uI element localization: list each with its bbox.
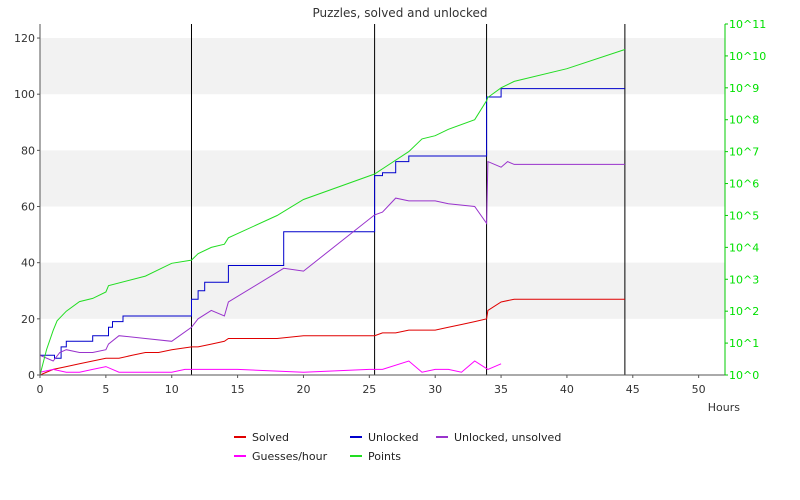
y-tick-label: 20 xyxy=(21,313,35,326)
y-tick-label: 40 xyxy=(21,257,35,270)
y2-tick-label: 10^1 xyxy=(729,337,759,350)
y2-tick-label: 10^9 xyxy=(729,82,759,95)
legend-item: Unlocked xyxy=(350,429,419,445)
legend-label: Solved xyxy=(252,430,290,444)
legend-swatch xyxy=(350,436,362,438)
legend-label: Unlocked, unsolved xyxy=(454,430,562,444)
series-line xyxy=(39,160,625,362)
x-tick-label: 45 xyxy=(626,383,640,396)
series-line xyxy=(40,88,625,359)
legend-item: Unlocked, unsolved xyxy=(436,429,561,445)
legend-label: Guesses/hour xyxy=(252,449,328,463)
y2-tick-label: 10^10 xyxy=(729,50,766,63)
legend-swatch xyxy=(350,455,362,457)
y2-tick-label: 10^8 xyxy=(729,114,759,127)
x-tick-label: 0 xyxy=(37,383,44,396)
series-line xyxy=(39,49,626,376)
legend-swatch xyxy=(234,436,246,438)
grid-band xyxy=(40,262,725,319)
series-line xyxy=(39,298,625,376)
y-tick-label: 120 xyxy=(14,32,35,45)
legend-swatch xyxy=(436,436,448,438)
y2-tick-label: 10^0 xyxy=(729,369,759,382)
y-tick-label: 100 xyxy=(14,88,35,101)
y-tick-label: 60 xyxy=(21,201,35,214)
legend-item: Points xyxy=(350,448,401,464)
x-tick-label: 40 xyxy=(560,383,574,396)
x-tick-label: 25 xyxy=(362,383,376,396)
x-tick-label: 20 xyxy=(296,383,310,396)
grid-bands xyxy=(40,24,725,375)
x-tick-label: 15 xyxy=(231,383,245,396)
chart-title: Puzzles, solved and unlocked xyxy=(312,6,487,20)
y2-tick-label: 10^4 xyxy=(729,241,759,254)
legend-item: Guesses/hour xyxy=(234,448,327,464)
grid-band xyxy=(40,38,725,95)
legend: Solved Unlocked Unlocked, unsolved Guesses/… xyxy=(0,424,800,470)
y-tick-label: 80 xyxy=(21,144,35,157)
series-line xyxy=(39,360,502,373)
axes: 0 20 40 60 80 100 120 0 5 10 15 20 25 30 35 40 45 50 10^0 1… xyxy=(14,18,766,396)
y2-tick-label: 10^11 xyxy=(729,18,766,31)
legend-swatch xyxy=(234,455,246,457)
y2-tick-label: 10^3 xyxy=(729,273,759,286)
legend-item: Solved xyxy=(234,429,289,445)
y-tick-label: 0 xyxy=(28,369,35,382)
y2-tick-label: 10^5 xyxy=(729,209,759,222)
x-tick-label: 10 xyxy=(165,383,179,396)
y2-tick-label: 10^2 xyxy=(729,305,759,318)
x-tick-label: 30 xyxy=(428,383,442,396)
series-lines xyxy=(39,49,626,376)
x-axis-label: Hours xyxy=(708,401,740,414)
x-tick-label: 5 xyxy=(102,383,109,396)
grid-band xyxy=(40,150,725,207)
legend-label: Unlocked xyxy=(368,430,419,444)
legend-label: Points xyxy=(368,449,402,463)
y2-tick-label: 10^6 xyxy=(729,178,759,191)
y2-tick-label: 10^7 xyxy=(729,146,759,159)
x-tick-label: 35 xyxy=(494,383,508,396)
x-tick-label: 50 xyxy=(692,383,706,396)
